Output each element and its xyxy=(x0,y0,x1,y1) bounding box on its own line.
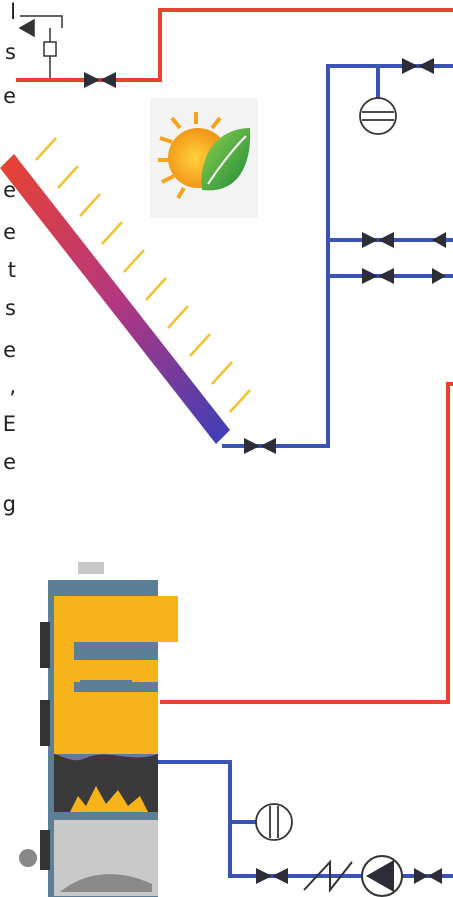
valve-top-right xyxy=(402,58,434,74)
edge-text-2: s xyxy=(5,40,16,64)
circulation-pump-icon xyxy=(361,855,403,897)
edge-text-9: , xyxy=(9,374,16,398)
sun-leaf-logo-icon xyxy=(150,98,258,218)
valve-bottom xyxy=(256,868,288,884)
valve-mid-2 xyxy=(362,268,446,284)
hot-boiler-line xyxy=(160,382,453,704)
valve-hot-top xyxy=(84,72,116,88)
edge-text-11: e xyxy=(3,450,16,474)
sensor-icon xyxy=(18,15,63,80)
check-valve-icon xyxy=(303,859,353,893)
cold-boiler-line xyxy=(158,760,453,878)
valve-bottom-right xyxy=(414,868,442,884)
solid-fuel-boiler xyxy=(19,562,178,897)
edge-text-4: e xyxy=(3,178,16,202)
expansion-vessel-icon xyxy=(359,97,397,135)
solar-collector-panel xyxy=(0,154,230,444)
edge-text-3: e xyxy=(3,84,16,108)
valve-collector-bottom xyxy=(244,438,276,454)
sun-rays xyxy=(35,137,251,413)
hot-supply-line-top xyxy=(16,8,453,82)
edge-text-6: t xyxy=(7,258,16,282)
edge-text-5: e xyxy=(3,220,16,244)
edge-text-10: E xyxy=(2,412,16,436)
edge-text-12: g xyxy=(2,492,16,516)
gauge-icon xyxy=(255,803,293,841)
valve-mid-1 xyxy=(362,232,446,248)
edge-text-1: l xyxy=(10,0,16,24)
edge-text-8: e xyxy=(3,338,16,362)
edge-text-7: s xyxy=(5,296,16,320)
